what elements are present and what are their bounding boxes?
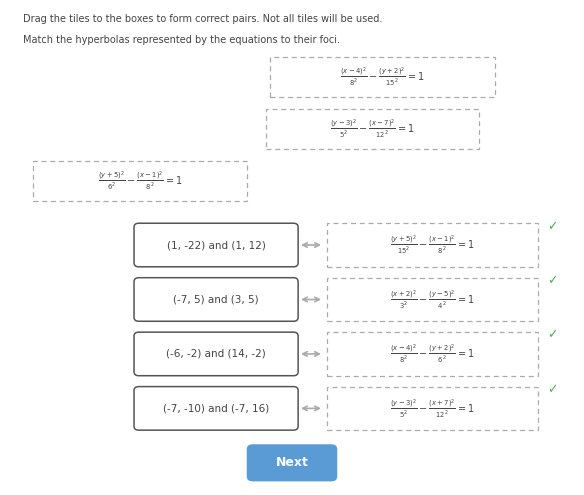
FancyBboxPatch shape bbox=[327, 387, 537, 430]
FancyBboxPatch shape bbox=[134, 278, 298, 321]
FancyBboxPatch shape bbox=[327, 278, 537, 321]
Text: ✓: ✓ bbox=[548, 274, 558, 287]
Text: $\frac{(y+5)^2}{6^2} - \frac{(x-1)^2}{8^2} = 1$: $\frac{(y+5)^2}{6^2} - \frac{(x-1)^2}{8^… bbox=[98, 169, 182, 192]
Text: Match the hyperbolas represented by the equations to their foci.: Match the hyperbolas represented by the … bbox=[23, 35, 340, 45]
Text: ✓: ✓ bbox=[548, 220, 558, 233]
Text: Next: Next bbox=[276, 456, 308, 469]
FancyBboxPatch shape bbox=[327, 223, 537, 267]
FancyBboxPatch shape bbox=[134, 223, 298, 267]
Text: Drag the tiles to the boxes to form correct pairs. Not all tiles will be used.: Drag the tiles to the boxes to form corr… bbox=[23, 14, 383, 24]
FancyBboxPatch shape bbox=[134, 332, 298, 376]
Text: $\frac{(x-4)^2}{8^2} - \frac{(y+2)^2}{6^2} = 1$: $\frac{(x-4)^2}{8^2} - \frac{(y+2)^2}{6^… bbox=[390, 343, 474, 365]
Text: (-7, 5) and (3, 5): (-7, 5) and (3, 5) bbox=[173, 295, 259, 304]
FancyBboxPatch shape bbox=[33, 160, 247, 201]
Text: ✓: ✓ bbox=[548, 329, 558, 342]
Text: ✓: ✓ bbox=[548, 383, 558, 396]
FancyBboxPatch shape bbox=[246, 445, 337, 481]
Text: $\frac{(x-4)^2}{8^2} - \frac{(y+2)^2}{15^2} = 1$: $\frac{(x-4)^2}{8^2} - \frac{(y+2)^2}{15… bbox=[340, 65, 425, 88]
Text: $\frac{(y-3)^2}{5^2} - \frac{(x-7)^2}{12^2} = 1$: $\frac{(y-3)^2}{5^2} - \frac{(x-7)^2}{12… bbox=[331, 117, 415, 140]
FancyBboxPatch shape bbox=[270, 57, 495, 97]
Text: (-6, -2) and (14, -2): (-6, -2) and (14, -2) bbox=[166, 349, 266, 359]
Text: (1, -22) and (1, 12): (1, -22) and (1, 12) bbox=[166, 240, 266, 250]
FancyBboxPatch shape bbox=[327, 332, 537, 376]
Text: $\frac{(x+2)^2}{3^2} - \frac{(y-5)^2}{4^2} = 1$: $\frac{(x+2)^2}{3^2} - \frac{(y-5)^2}{4^… bbox=[390, 288, 474, 311]
Text: $\frac{(y-3)^2}{5^2} - \frac{(x+7)^2}{12^2} = 1$: $\frac{(y-3)^2}{5^2} - \frac{(x+7)^2}{12… bbox=[390, 397, 474, 420]
FancyBboxPatch shape bbox=[266, 109, 479, 148]
Text: (-7, -10) and (-7, 16): (-7, -10) and (-7, 16) bbox=[163, 403, 269, 413]
FancyBboxPatch shape bbox=[134, 387, 298, 430]
Text: $\frac{(y+5)^2}{15^2} - \frac{(x-1)^2}{8^2} = 1$: $\frac{(y+5)^2}{15^2} - \frac{(x-1)^2}{8… bbox=[390, 234, 474, 256]
